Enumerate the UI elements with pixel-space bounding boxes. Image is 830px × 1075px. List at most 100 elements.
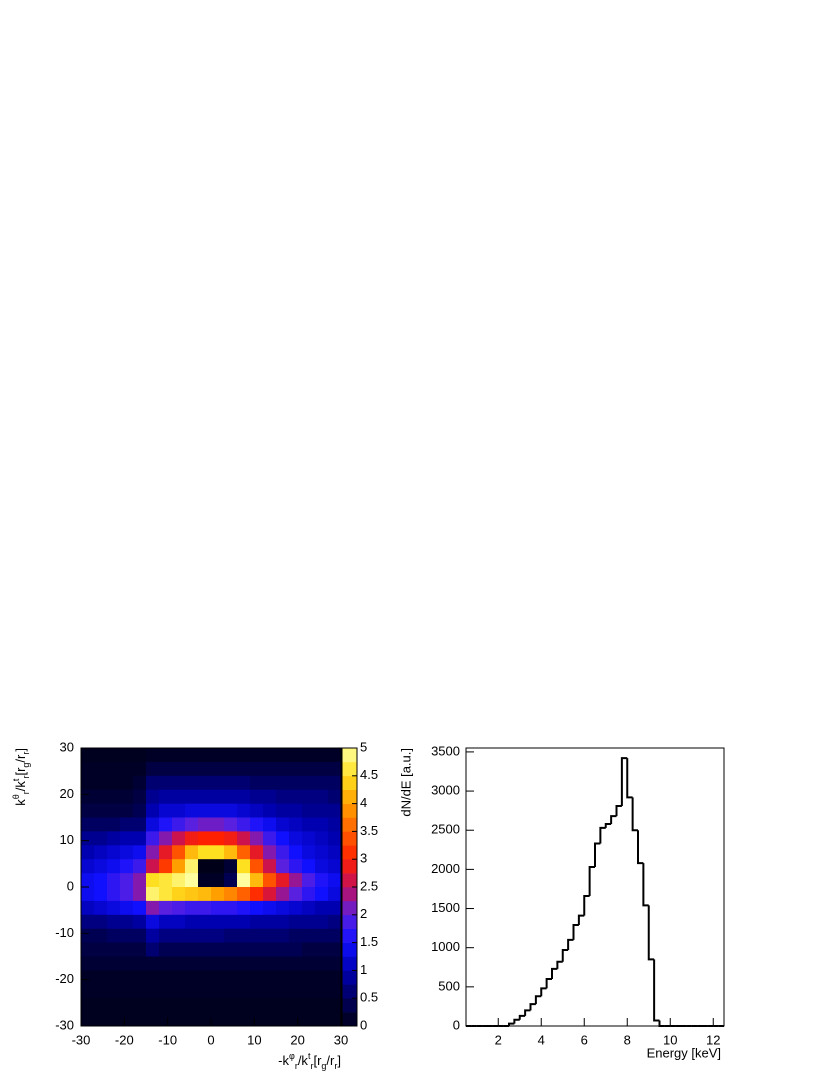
heatmap-cell (250, 984, 264, 999)
heatmap-cell (276, 956, 290, 971)
x-tick-label: 20 (290, 1032, 304, 1047)
heatmap-cell (302, 887, 316, 902)
histogram-bin (647, 905, 655, 961)
heatmap-cell (120, 887, 134, 902)
heatmap-cell (146, 900, 160, 916)
histogram-bin (642, 863, 649, 907)
heatmap-cell (302, 928, 316, 943)
heatmap-cell (289, 873, 303, 888)
colorbar-tick-label: 0.5 (360, 990, 378, 1005)
heatmap-cell (302, 817, 316, 832)
heatmap-cell (263, 942, 277, 957)
heatmap-cell (133, 775, 147, 790)
heatmap-cell (211, 928, 225, 943)
heatmap-cell (146, 984, 160, 999)
heatmap-cell (224, 887, 238, 902)
heatmap-cell (328, 970, 342, 985)
heatmap-cell (237, 942, 251, 957)
heatmap-cell (133, 984, 147, 999)
heatmap-cell (263, 1012, 277, 1027)
y-tick-label: 3500 (431, 743, 460, 758)
heatmap-cell (172, 1012, 186, 1027)
heatmap-cell (172, 928, 186, 943)
heatmap-cell (94, 970, 108, 985)
axis-title-part: r (21, 791, 31, 794)
histogram-bin (551, 967, 558, 980)
heatmap-cell (185, 998, 199, 1013)
heatmap-cell (289, 928, 303, 943)
heatmap-cell (172, 900, 186, 916)
heatmap-cell (81, 998, 95, 1013)
axis-title: -kφr/ktr[rg/rr] (278, 1051, 341, 1071)
heatmap-cell (237, 859, 251, 874)
heatmap-cell (185, 887, 199, 902)
heatmap-cell (120, 900, 134, 916)
heatmap-cell (224, 817, 238, 832)
y-tick-label: -30 (55, 1017, 74, 1032)
heatmap-cell (94, 942, 108, 957)
heatmap-cell (94, 873, 108, 888)
heatmap-cell (133, 859, 147, 874)
axis-title-part: θ (11, 794, 21, 799)
heatmap-cell (328, 789, 342, 804)
heatmap-cell (263, 817, 277, 832)
histogram-bin (594, 842, 601, 868)
heatmap-cell (120, 748, 134, 763)
heatmap-cell (107, 970, 121, 985)
heatmap-cell (289, 803, 303, 818)
heatmap-cell (159, 956, 173, 971)
heatmap-cell (302, 775, 316, 790)
x-tick-label: 0 (207, 1032, 214, 1047)
heatmap-cell (146, 873, 160, 888)
heatmap-cell (263, 845, 277, 860)
heatmap-cell (133, 998, 147, 1013)
heatmap-cell (198, 789, 212, 804)
heatmap-cell (133, 1012, 147, 1027)
heatmap-cell (172, 956, 186, 971)
heatmap-cell (276, 1012, 290, 1027)
heatmap-cell (315, 873, 329, 888)
y-tick-label: 2500 (431, 822, 460, 837)
axis-title-part: φ (289, 1051, 295, 1061)
heatmap-cell (315, 748, 329, 763)
heatmap-cell (237, 789, 251, 804)
heatmap-cell (198, 900, 212, 916)
heatmap-cell (276, 845, 290, 860)
heatmap-cell (276, 831, 290, 846)
heatmap-cell (172, 845, 186, 860)
heatmap-cell (263, 928, 277, 943)
heatmap-cell (250, 942, 264, 957)
heatmap-cell (289, 1012, 303, 1027)
y-axis-title: dN/dE [a.u.] (398, 748, 413, 817)
heatmap-cell (224, 789, 238, 804)
heatmap-cell (328, 887, 342, 902)
x-tick-label: -10 (158, 1032, 177, 1047)
histogram-bin (545, 978, 552, 989)
heatmap-cell (94, 887, 108, 902)
heatmap-cell (328, 845, 342, 860)
axis-title-part: g (21, 763, 31, 768)
histogram-bin (534, 995, 542, 1005)
heatmap-cell (276, 789, 290, 804)
colorbar-tick-label: 4.5 (360, 767, 378, 782)
heatmap-cell (276, 998, 290, 1013)
heatmap-cell (302, 984, 316, 999)
heatmap-cell (211, 831, 225, 846)
heatmap-cell (302, 831, 316, 846)
heatmap-cell (328, 984, 342, 999)
heatmap-cell (237, 761, 251, 777)
colorbar-band (342, 956, 357, 971)
heatmap-cell (133, 789, 147, 804)
heatmap-cell (328, 817, 342, 832)
heatmap-cell (302, 1012, 316, 1027)
colorbar-band (342, 942, 357, 957)
axis-title-part: r (310, 1061, 313, 1071)
heatmap-cell (224, 928, 238, 943)
heatmap-cell (159, 859, 173, 874)
heatmap-cell (289, 748, 303, 763)
heatmap-cell (302, 914, 316, 929)
colorbar-band (342, 831, 357, 846)
heatmap-cell (146, 998, 160, 1013)
heatmap-cell (107, 789, 121, 804)
heatmap-cell (289, 970, 303, 985)
